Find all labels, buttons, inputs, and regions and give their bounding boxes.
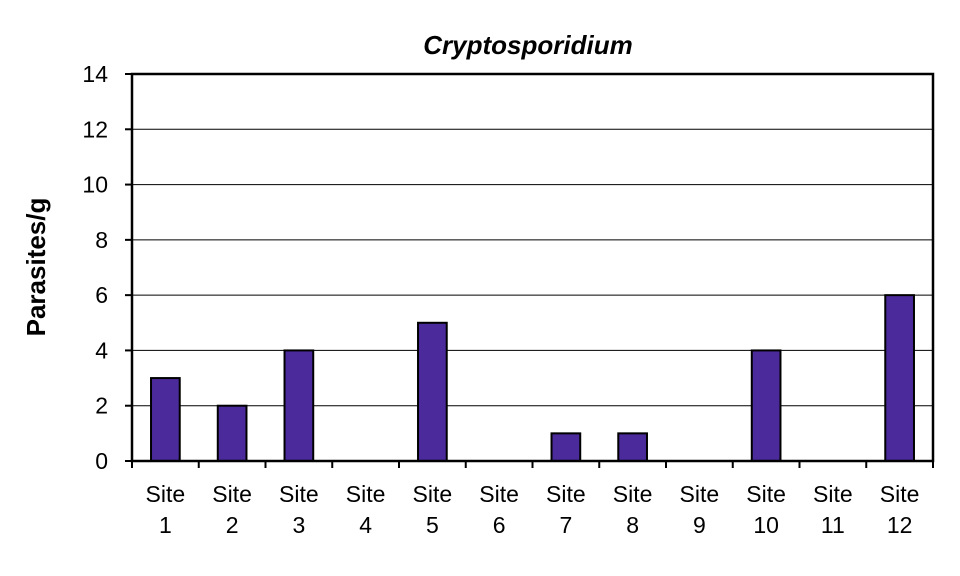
bar-site-5 <box>417 321 448 462</box>
bar-site-8 <box>617 432 648 463</box>
x-tick-labels: Site 1 Site 2 Site 3 Site 4 Site 5 Site 6 Site 7 Site 8… <box>146 481 920 538</box>
y-tick-label-12: 12 <box>82 116 108 142</box>
axes <box>125 72 935 468</box>
y-tick-label-0: 0 <box>95 448 108 474</box>
x-tick-label-site-11: Site 11 <box>813 481 853 538</box>
x-tick-label-site-3: Site 3 <box>279 481 319 538</box>
gridlines <box>132 73 933 407</box>
bar-site-3 <box>283 349 315 462</box>
y-tick-label-2: 2 <box>95 393 108 419</box>
y-tick-label-8: 8 <box>95 227 108 253</box>
bar-site-1 <box>150 377 181 463</box>
x-tick-label-site-2: Site 2 <box>212 481 252 538</box>
bar-site-10 <box>750 349 782 462</box>
x-tick-label-site-5: Site 5 <box>413 481 453 538</box>
y-tick-label-4: 4 <box>95 337 108 363</box>
x-tick-label-site-6: Site 6 <box>479 481 519 538</box>
x-tick-label-site-10: Site 10 <box>746 481 786 538</box>
x-tick-label-site-9: Site 9 <box>680 481 720 538</box>
x-tick-label-site-12: Site 12 <box>880 481 920 538</box>
x-tick-label-site-4: Site 4 <box>346 481 386 538</box>
x-tick-label-site-1: Site 1 <box>146 481 186 538</box>
y-tick-label-10: 10 <box>82 172 108 198</box>
y-tick-label-14: 14 <box>82 61 108 87</box>
chart-title: Cryptosporidium <box>423 30 632 60</box>
bar-site-12 <box>884 294 915 462</box>
y-axis-label: Parasites/g <box>21 198 51 337</box>
y-tick-labels: 0 2 4 6 8 10 12 14 <box>82 61 108 474</box>
plot-frame <box>130 72 935 463</box>
x-tick-label-site-8: Site 8 <box>613 481 653 538</box>
y-tick-label-6: 6 <box>95 282 108 308</box>
bar-site-7 <box>550 432 582 463</box>
x-tick-label-site-7: Site 7 <box>546 481 586 538</box>
bar-site-2 <box>216 404 248 463</box>
bars <box>150 294 915 463</box>
